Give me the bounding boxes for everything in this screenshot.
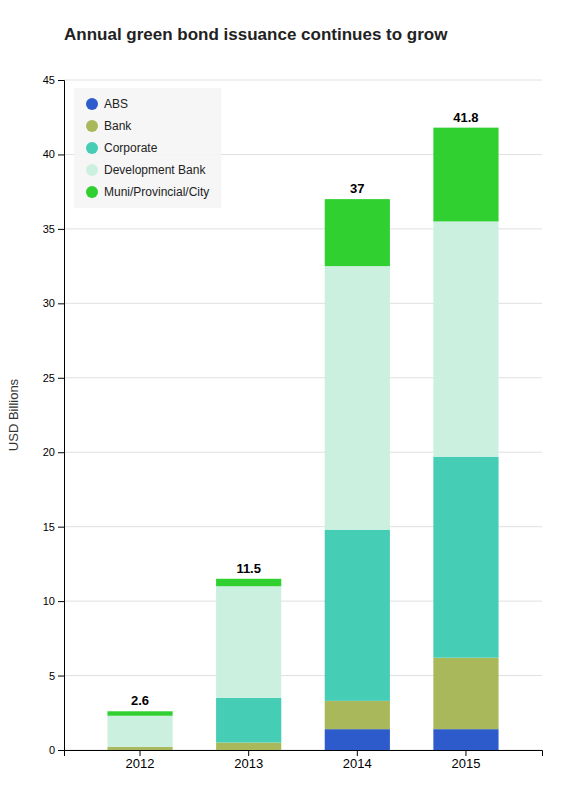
bar [325, 266, 390, 530]
x-tick: 2015 [451, 750, 480, 771]
bar [325, 729, 390, 750]
x-tick-mark [140, 750, 141, 756]
y-tick: 30 [43, 297, 64, 309]
legend-swatch [86, 142, 98, 154]
plot: 0 5 10 15 20 25 30 35 40 45 2012 2013 2014 2015 2.6 11.… [43, 74, 543, 771]
bar [433, 729, 498, 750]
x-tick-label: 2013 [234, 756, 263, 771]
y-tick-mark [58, 154, 64, 155]
bar [433, 457, 498, 658]
y-tick-mark [58, 527, 64, 528]
legend-item: Bank [86, 119, 132, 133]
bar [433, 128, 498, 222]
legend-swatch [86, 98, 98, 110]
bar [433, 221, 498, 456]
y-tick-label: 5 [49, 670, 55, 682]
legend-swatch [86, 186, 98, 198]
grid-line [64, 80, 542, 81]
grid [64, 80, 542, 750]
y-tick-label: 25 [43, 372, 55, 384]
x-tick: 2014 [343, 750, 372, 771]
x-tick-mark [465, 750, 466, 756]
y-tick-label: 20 [43, 446, 55, 458]
y-tick-label: 35 [43, 223, 55, 235]
y-tick-label: 45 [43, 74, 55, 86]
x-axis-line [65, 751, 543, 757]
x-tick-mark [357, 750, 358, 756]
title: Annual green bond issuance continues to … [64, 25, 448, 44]
y-tick: 40 [43, 148, 64, 160]
legend-label: Development Bank [104, 163, 206, 177]
y-axis: 0 5 10 15 20 25 30 35 40 45 [43, 74, 65, 756]
legend-label: Bank [104, 119, 132, 133]
y-tick-label: 30 [43, 297, 55, 309]
y-tick: 5 [49, 670, 64, 682]
legend-item: Muni/Provincial/City [86, 185, 209, 199]
legend-label: ABS [104, 97, 128, 111]
y-tick-mark [58, 601, 64, 602]
y-tick: 35 [43, 223, 64, 235]
x-tick-mark [248, 750, 249, 756]
x-tick-label: 2014 [343, 756, 372, 771]
y-tick: 15 [43, 521, 64, 533]
x-tick-label: 2012 [126, 756, 155, 771]
legend-item: ABS [86, 97, 128, 111]
legend-box [74, 88, 221, 208]
bar [107, 711, 172, 715]
bar [216, 698, 281, 743]
y-tick: 20 [43, 446, 64, 458]
y-tick-mark [58, 80, 64, 81]
y-tick-label: 10 [43, 595, 55, 607]
series [107, 128, 498, 716]
y-tick-mark [58, 378, 64, 379]
y-tick: 25 [43, 372, 64, 384]
y-tick-mark [58, 303, 64, 304]
bar [325, 701, 390, 729]
y-tick-label: 0 [49, 744, 55, 756]
legend-item: Development Bank [86, 163, 206, 177]
x-tick: 2013 [234, 750, 263, 771]
chart: Annual green bond issuance continues to … [0, 0, 566, 800]
legend-swatch [86, 164, 98, 176]
y-tick: 45 [43, 74, 64, 86]
bar [216, 586, 281, 698]
bar [216, 743, 281, 750]
bar [433, 658, 498, 729]
y-tick-label: 15 [43, 521, 55, 533]
bar [107, 716, 172, 747]
total-label: 37 [350, 181, 364, 196]
legend-label: Muni/Provincial/City [104, 185, 209, 199]
bar [107, 747, 172, 750]
y-axis-title: USD Billions [6, 378, 21, 451]
legend-label: Corporate [104, 141, 158, 155]
total-label: 41.8 [453, 110, 478, 125]
y-tick: 0 [49, 744, 64, 756]
bars [107, 128, 498, 750]
x-axis: 2012 2013 2014 2015 [65, 750, 543, 771]
series [325, 729, 499, 750]
bar [325, 530, 390, 701]
total-label: 2.6 [131, 693, 149, 708]
x-tick-label: 2015 [451, 756, 480, 771]
total-label: 11.5 [236, 561, 261, 576]
y-tick-mark [58, 452, 64, 453]
y-tick-mark [58, 750, 64, 751]
series [107, 658, 498, 750]
y-tick: 10 [43, 595, 64, 607]
bar [216, 579, 281, 586]
y-tick-label: 40 [43, 148, 55, 160]
legend-swatch [86, 120, 98, 132]
y-tick-mark [58, 676, 64, 677]
x-tick: 2012 [126, 750, 155, 771]
series [107, 221, 498, 747]
y-tick-mark [58, 229, 64, 230]
legend-item: Corporate [86, 141, 158, 155]
bar [325, 199, 390, 266]
legend: ABS Bank Corporate Development Bank Muni/Pro… [74, 88, 221, 208]
y-axis-line [58, 81, 65, 751]
